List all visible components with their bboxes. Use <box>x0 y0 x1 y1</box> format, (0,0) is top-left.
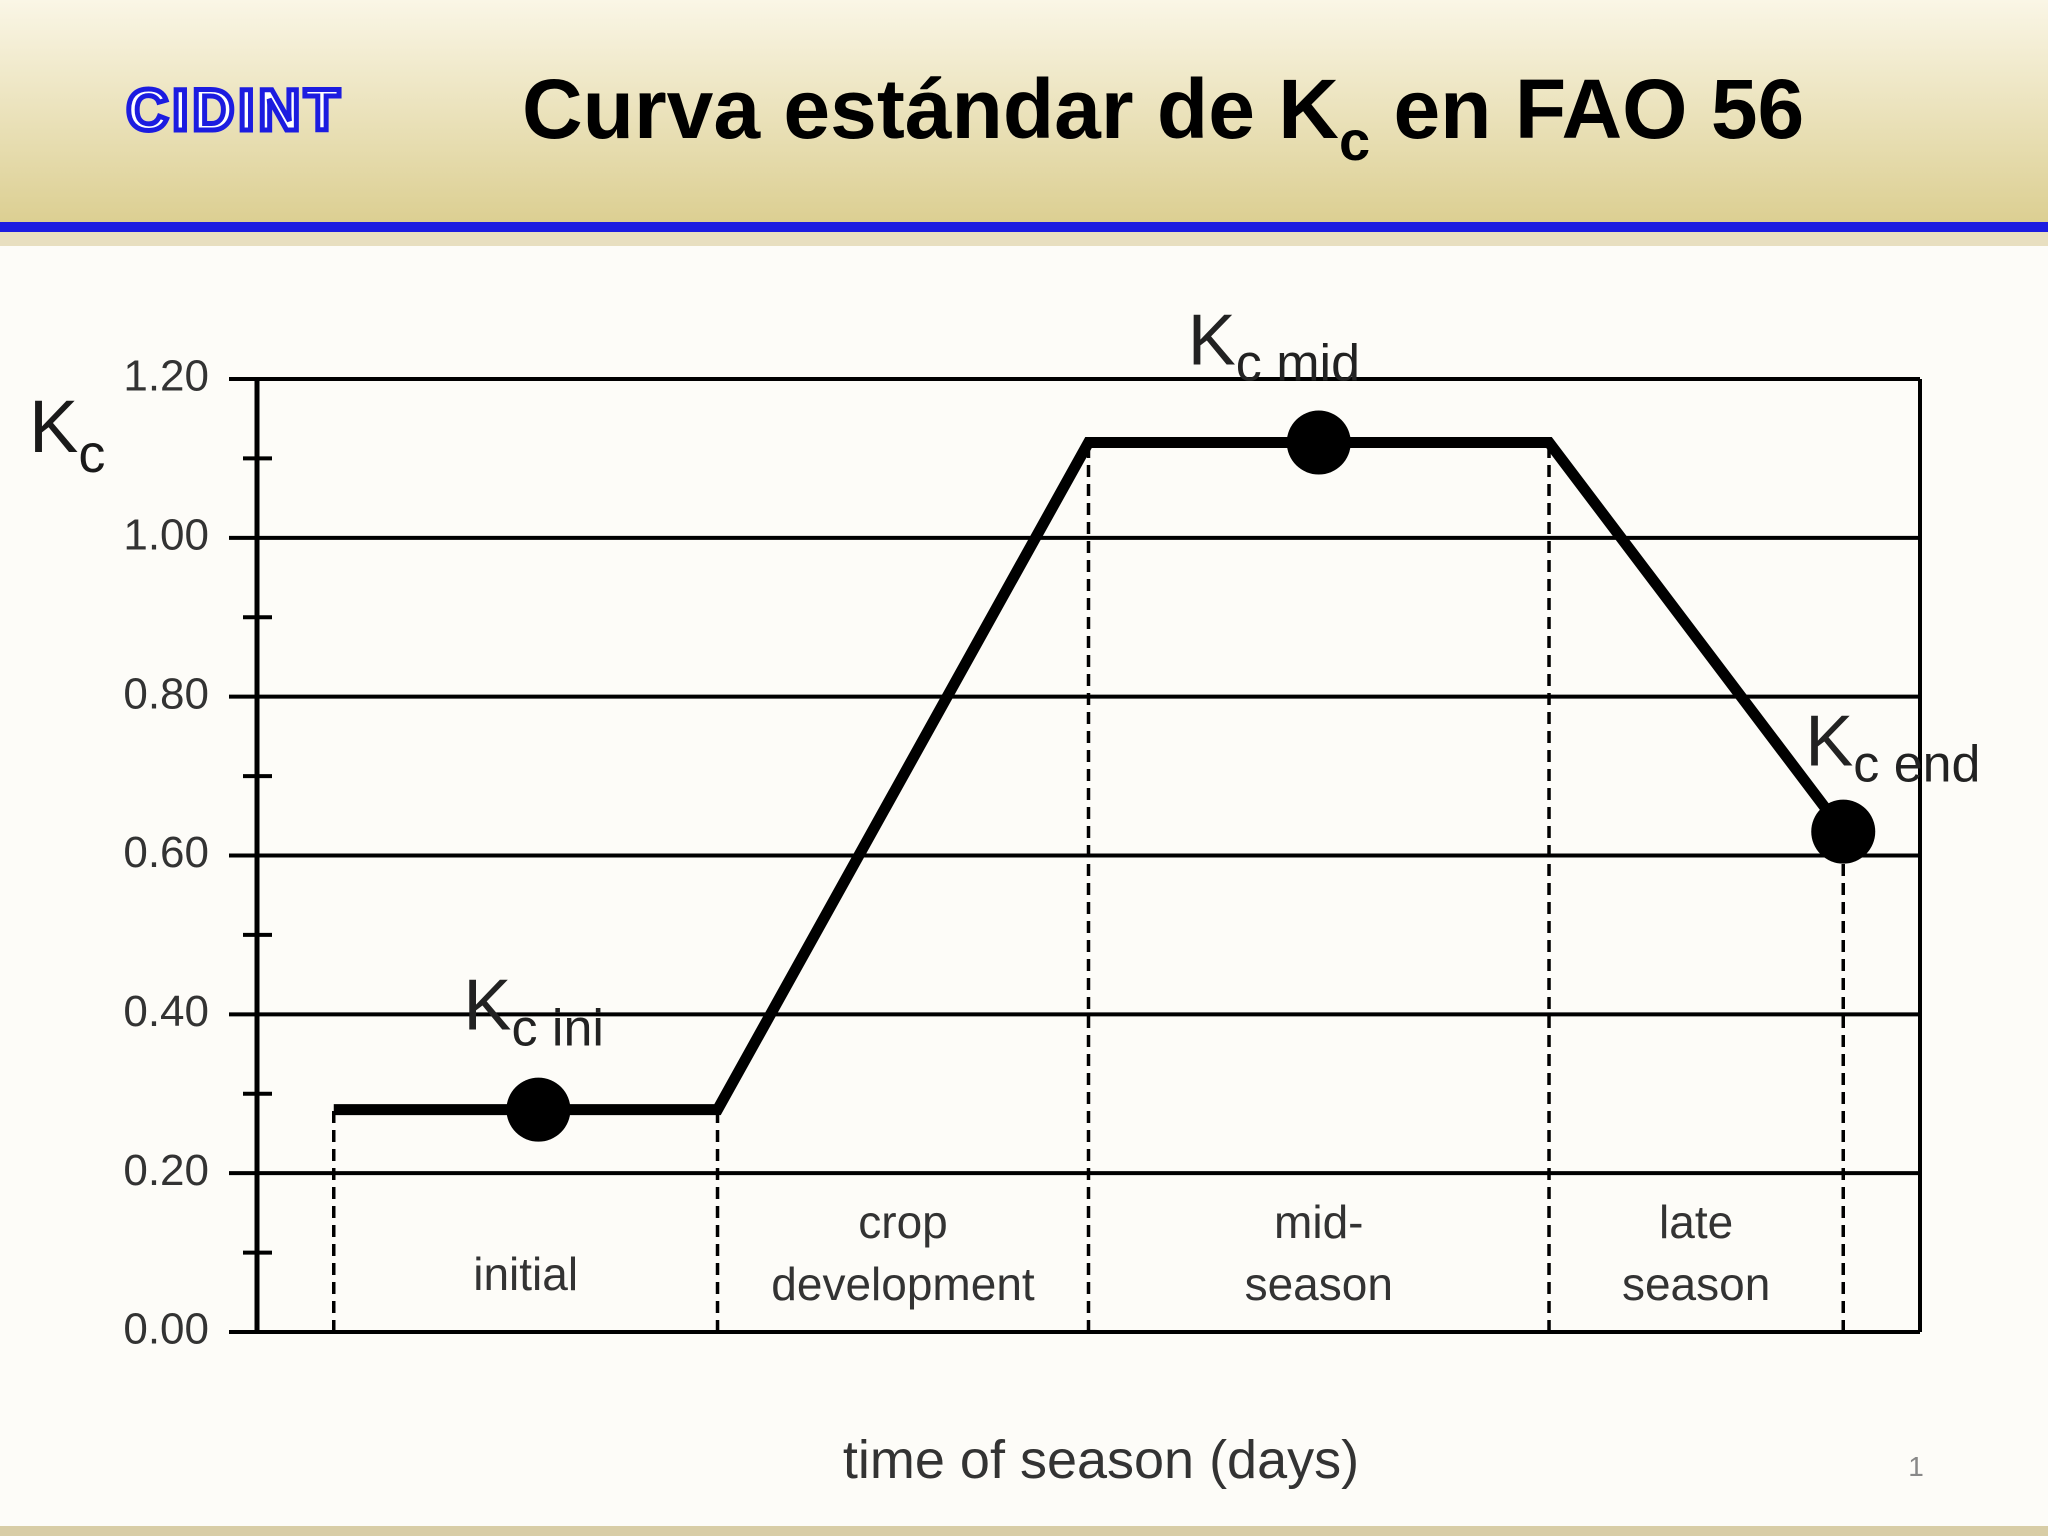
header-shadow <box>0 232 2048 246</box>
y-tick-label: 1.00 <box>123 510 209 559</box>
title-text: Curva estándar de K <box>522 62 1339 156</box>
y-axis-label-main: K <box>29 385 78 468</box>
chart: 0.00 0.20 0.40 0.60 0.80 1.00 1.20 initial crop d… <box>123 301 1980 1354</box>
y-axis-label: Kc <box>29 385 105 484</box>
page-number: 1 <box>1908 1451 1924 1482</box>
slide-title: Curva estándar de Kc en FAO 56 <box>522 62 1804 172</box>
point-label: Kc mid <box>1188 301 1360 393</box>
point-label-sub: c end <box>1853 736 1980 794</box>
title-subscript: c <box>1339 109 1370 172</box>
y-tick-label: 1.20 <box>123 352 209 401</box>
y-tick-label: 0.60 <box>123 828 209 877</box>
footer-band <box>0 1526 2048 1536</box>
stage-label: crop <box>858 1196 947 1248</box>
logo: CIDINT <box>126 78 343 143</box>
x-axis-label: time of season (days) <box>843 1430 1359 1490</box>
stage-label: initial <box>473 1248 578 1300</box>
point-label-main: K <box>1805 702 1853 782</box>
kc-point <box>1811 799 1876 864</box>
stage-label: season <box>1622 1258 1770 1310</box>
title-text: en FAO 56 <box>1370 62 1804 156</box>
point-label-main: K <box>463 966 511 1046</box>
point-label-main: K <box>1188 301 1236 381</box>
stage-label: mid- <box>1274 1196 1363 1248</box>
kc-curve <box>333 437 1848 1116</box>
kc-point <box>506 1077 571 1142</box>
y-tick-label: 0.80 <box>123 669 209 718</box>
point-label-sub: c mid <box>1236 335 1360 393</box>
kc-point <box>1286 410 1351 475</box>
point-label-sub: c ini <box>511 1000 603 1058</box>
header-rule <box>0 222 2048 232</box>
y-axis-label-sub: c <box>78 424 105 484</box>
y-tick-label: 0.00 <box>123 1305 209 1354</box>
y-tick-label: 0.40 <box>123 987 209 1036</box>
point-label: Kc ini <box>463 966 604 1058</box>
stage-label: season <box>1245 1258 1393 1310</box>
y-tick-label: 0.20 <box>123 1146 209 1195</box>
header-band <box>0 0 2048 222</box>
point-label: Kc end <box>1805 702 1980 794</box>
stage-label: late <box>1659 1196 1733 1248</box>
stage-label: development <box>771 1258 1035 1310</box>
